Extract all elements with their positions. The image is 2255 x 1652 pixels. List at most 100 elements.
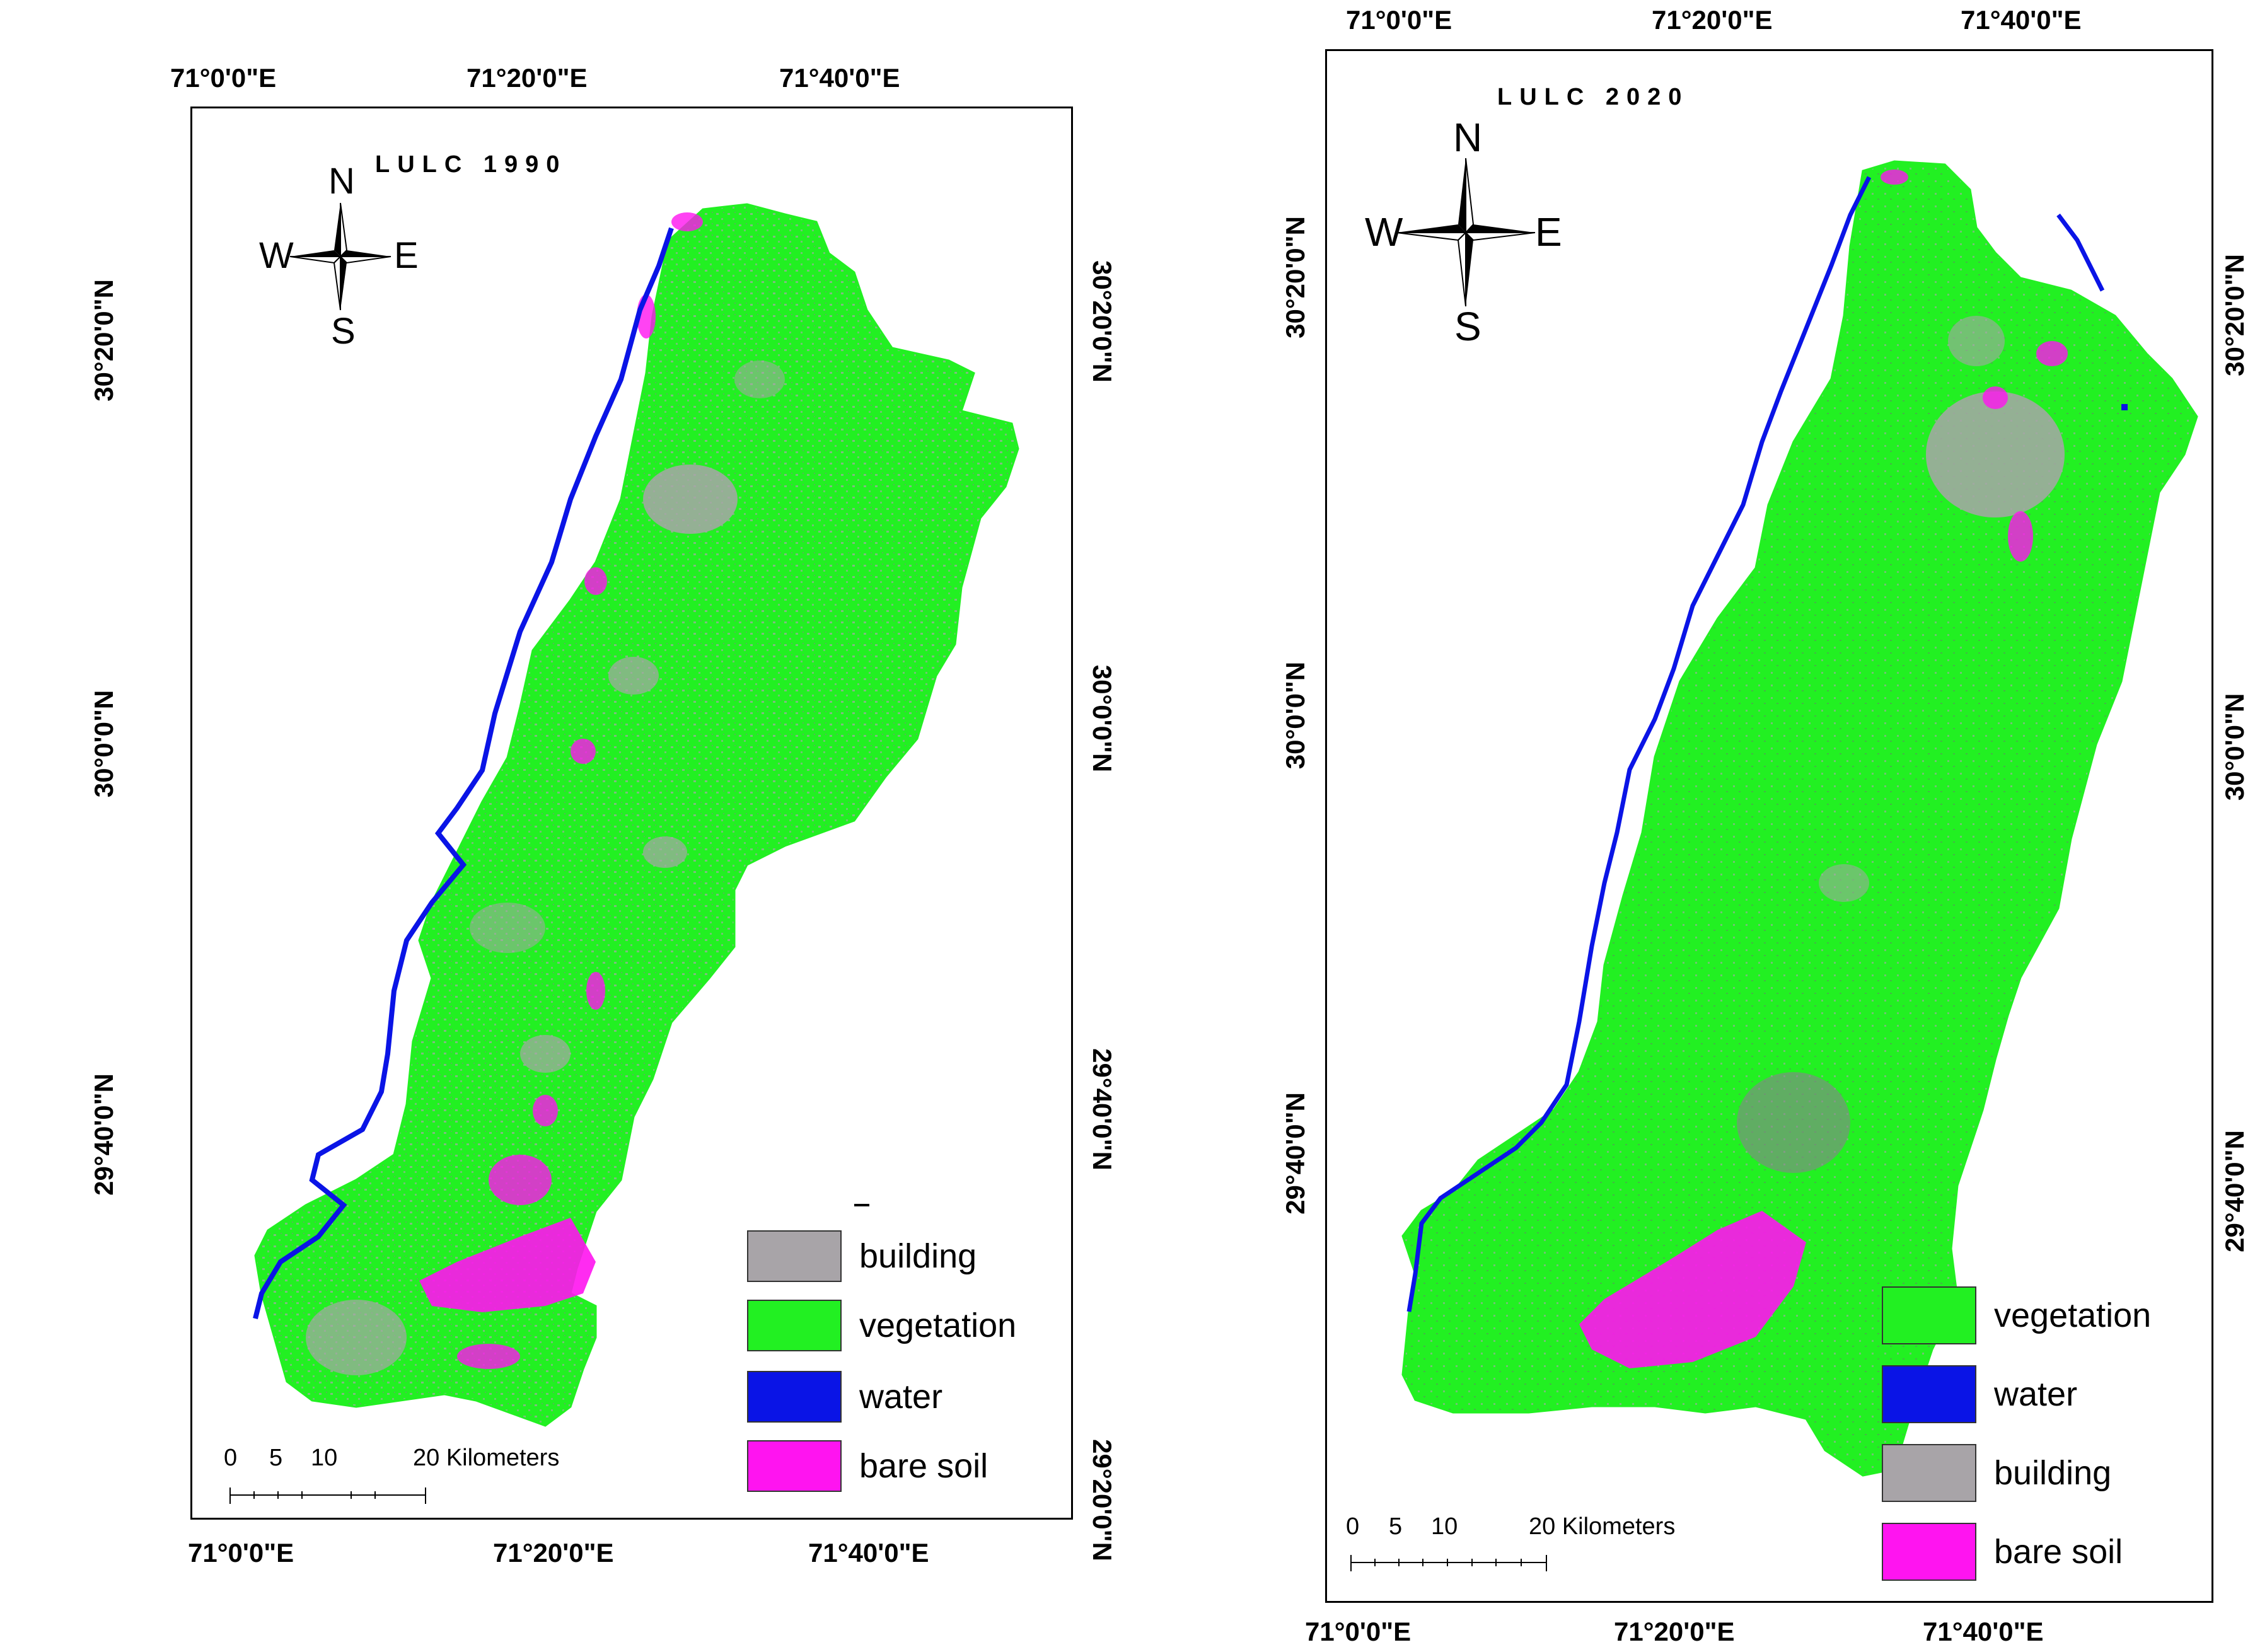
bare-soil-patch-1990-9: [533, 1095, 558, 1126]
right-tick-2020-2: 29°40'0"N: [2220, 1130, 2249, 1252]
compass-s-1990: S: [331, 311, 356, 352]
legend-item-1990-0: building: [747, 1230, 977, 1282]
legend-swatch-bare-soil-2020: [1882, 1523, 1976, 1581]
scale-label-1990: 20 Kilometers: [413, 1445, 560, 1471]
building-patch-1990-2: [608, 657, 659, 695]
scale-num-1990-0: 0: [224, 1445, 238, 1471]
bottom-tick-1990-1: 71°20'0"E: [493, 1538, 614, 1568]
landmass-1990: [254, 203, 1019, 1427]
building-patch-2020-3: [1819, 864, 1869, 902]
scale-num-1990-2: 10: [311, 1445, 338, 1471]
compass-rose-icon: [289, 202, 391, 311]
bare-soil-patch-1990-3: [457, 1344, 520, 1369]
bottom-tick-2020-0: 71°0'0"E: [1305, 1617, 1412, 1646]
building-patch-1990-1: [643, 465, 738, 534]
left-tick-2020-1: 30°0'0"N: [1280, 661, 1310, 770]
legend-item-1990-1: vegetation: [747, 1300, 1016, 1351]
right-tick-1990-2: 29°40'0"N: [1087, 1048, 1117, 1170]
compass-w-1990: W: [259, 235, 294, 276]
building-patch-2020-1: [1926, 391, 2065, 517]
top-tick-1990-2: 71°40'0"E: [779, 63, 900, 93]
bare-soil-patch-2020-3: [2036, 341, 2068, 366]
building-patch-2020-4: [1737, 1072, 1850, 1173]
left-tick-1990-2: 29°40'0"N: [89, 1073, 119, 1196]
bare-soil-patch-1990-6: [584, 567, 607, 595]
scale-bar-1990: [229, 1487, 426, 1504]
compass-n-2020: N: [1453, 115, 1483, 160]
legend-item-2020-2: building: [1882, 1444, 2111, 1502]
legend-item-2020-0: vegetation: [1882, 1286, 2151, 1344]
bare-soil-patch-2020-5: [1983, 386, 2008, 409]
compass-s-2020: S: [1454, 304, 1481, 349]
building-patch-1990-4: [520, 1035, 571, 1073]
landmass-2020: [1401, 160, 2198, 1477]
bare-soil-patch-1990-2: [489, 1155, 552, 1205]
left-tick-2020-0: 30°20'0"N: [1280, 216, 1310, 338]
legend-label-1990-1: vegetation: [859, 1307, 1017, 1344]
bottom-tick-1990-2: 71°40'0"E: [808, 1538, 929, 1568]
scale-num-2020-2: 10: [1431, 1513, 1458, 1540]
legend-dash-1990: [854, 1204, 869, 1206]
right-tick-1990-3: 29°20'0"N: [1087, 1439, 1117, 1561]
scale-num-1990-1: 5: [269, 1445, 283, 1471]
bottom-tick-1990-0: 71°0'0"E: [188, 1538, 294, 1568]
river-north-2020: [2056, 213, 2105, 292]
legend-label-1990-3: bare soil: [859, 1447, 988, 1485]
legend-label-2020-3: bare soil: [1994, 1533, 2123, 1571]
scale-num-2020-0: 0: [1346, 1513, 1360, 1540]
map-title-1990: LULC 1990: [375, 151, 567, 178]
top-tick-2020-2: 71°40'0"E: [1961, 5, 2082, 35]
bare-soil-patch-1990-main: [419, 1218, 596, 1312]
legend-label-1990-2: water: [859, 1378, 943, 1416]
left-tick-2020-2: 29°40'0"N: [1280, 1092, 1310, 1215]
legend-label-2020-0: vegetation: [1994, 1297, 2152, 1334]
scale-label-2020: 20 Kilometers: [1529, 1513, 1676, 1540]
building-patch-1990-6: [470, 903, 545, 953]
bottom-tick-2020-1: 71°20'0"E: [1614, 1617, 1735, 1646]
top-tick-2020-0: 71°0'0"E: [1346, 5, 1452, 35]
legend-item-1990-2: water: [747, 1371, 942, 1423]
legend-swatch-building-2020: [1882, 1444, 1976, 1502]
bare-soil-patch-1990-4: [586, 972, 605, 1010]
river-1990: [253, 227, 674, 1319]
bare-soil-patch-2020-4: [1881, 170, 1908, 185]
map-area-1990: [253, 203, 1019, 1427]
legend-label-1990-0: building: [859, 1237, 977, 1275]
bare-soil-patch-1990-7: [671, 212, 703, 231]
legend-swatch-bare-soil-1990: [747, 1440, 842, 1492]
left-tick-1990-1: 30°0'0"N: [89, 690, 119, 798]
building-patch-2020-2: [1948, 316, 2005, 366]
river-2020: [1406, 176, 1872, 1312]
legend-swatch-water-1990: [747, 1371, 842, 1423]
bare-soil-patch-1990-5: [571, 739, 596, 764]
top-tick-2020-1: 71°20'0"E: [1652, 5, 1773, 35]
legend-label-2020-1: water: [1994, 1375, 2078, 1413]
scale-num-2020-1: 5: [1389, 1513, 1403, 1540]
compass-n-1990: N: [328, 161, 355, 202]
bare-soil-patch-2020-main: [1579, 1211, 1806, 1368]
map-frame-1990: LULC 1990 N S W E building: [190, 107, 1073, 1520]
compass-1990: N S W E: [259, 161, 419, 352]
building-patch-1990-5: [306, 1300, 407, 1375]
compass-2020: N S W E: [1365, 114, 1567, 354]
top-tick-1990-1: 71°20'0"E: [467, 63, 588, 93]
right-tick-2020-0: 30°20'0"N: [2220, 254, 2249, 376]
legend-label-2020-2: building: [1994, 1454, 2112, 1492]
legend-item-1990-3: bare soil: [747, 1440, 988, 1492]
legend-swatch-building-1990: [747, 1230, 842, 1282]
right-tick-1990-0: 30°20'0"N: [1087, 260, 1117, 383]
right-tick-1990-1: 30°0'0"N: [1087, 664, 1117, 773]
map-area-2020: [1401, 160, 2198, 1477]
compass-rose-icon: [1396, 158, 1536, 307]
legend-swatch-water-2020: [1882, 1365, 1976, 1423]
legend-swatch-vegetation-1990: [747, 1300, 842, 1351]
map-title-2020: LULC 2020: [1497, 84, 1690, 110]
water-dot-2020: [2121, 404, 2128, 410]
bare-soil-patch-2020-2: [2008, 511, 2033, 562]
legend-swatch-vegetation-2020: [1882, 1286, 1976, 1344]
compass-w-2020: W: [1365, 209, 1403, 255]
bottom-tick-2020-2: 71°40'0"E: [1923, 1617, 2044, 1646]
right-tick-2020-1: 30°0'0"N: [2220, 693, 2249, 801]
compass-e-1990: E: [394, 235, 419, 276]
legend-item-2020-1: water: [1882, 1365, 2077, 1423]
